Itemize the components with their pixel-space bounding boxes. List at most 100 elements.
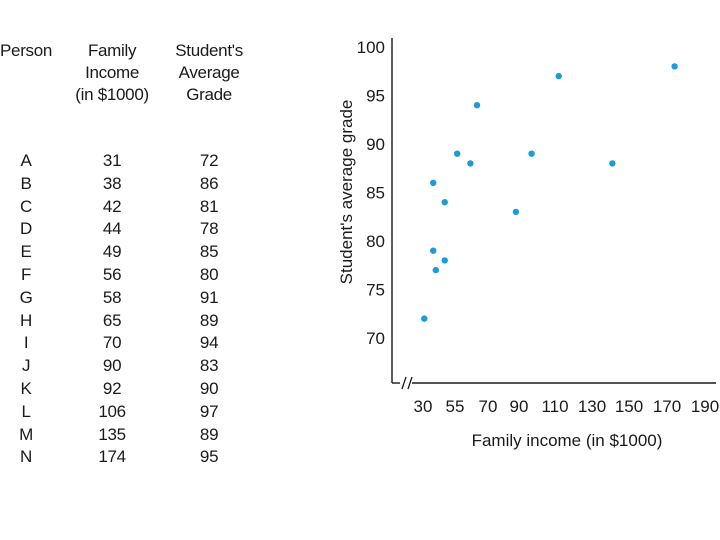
table-row: M 135 89 xyxy=(0,424,246,447)
data-point xyxy=(430,179,437,186)
y-tick-label: 90 xyxy=(366,135,385,154)
cell-person: J xyxy=(21,356,31,376)
cell-grade: 78 xyxy=(199,219,219,239)
data-table: Person Family Income (in $1000) Student'… xyxy=(0,40,246,469)
x-tick-label: 190 xyxy=(691,397,719,416)
cell-person: A xyxy=(20,151,32,170)
table-row: I 70 94 xyxy=(0,332,246,355)
x-tick-label: 150 xyxy=(615,397,643,416)
cell-income: 65 xyxy=(102,310,122,330)
cell-income: 92 xyxy=(102,378,122,398)
data-point xyxy=(441,257,448,264)
cell-income: 106 xyxy=(98,401,126,421)
data-point xyxy=(430,247,437,254)
cell-income: 44 xyxy=(102,219,122,239)
y-tick-label: 70 xyxy=(366,329,385,348)
table-row: N 174 95 xyxy=(0,446,246,469)
cell-grade: 94 xyxy=(199,333,219,353)
data-point xyxy=(441,199,448,206)
cell-grade: 90 xyxy=(199,378,219,398)
cell-person: E xyxy=(20,242,32,262)
cell-person: K xyxy=(20,378,32,398)
table-row: L 106 97 xyxy=(0,401,246,424)
x-axis-label: Family income (in $1000) xyxy=(472,431,663,450)
x-tick-label: 90 xyxy=(510,397,529,416)
cell-grade: 81 xyxy=(199,196,219,216)
table-row: J 90 83 xyxy=(0,355,246,378)
cell-income: 90 xyxy=(102,356,122,376)
cell-person: N xyxy=(20,447,33,467)
data-point xyxy=(432,266,439,274)
data-point xyxy=(467,160,474,167)
cell-income: 58 xyxy=(102,287,122,307)
data-point xyxy=(473,102,481,109)
table-row: A 31 72 xyxy=(0,150,246,173)
cell-grade: 85 xyxy=(199,242,219,262)
axis-break-mark xyxy=(401,376,407,390)
table-header-row: Person Family Income (in $1000) Student'… xyxy=(0,40,246,150)
table-body: A 31 72 B 38 86 C 42 81 D 44 78 E 49 85 F 56 80 G 58 91 H 65 89… xyxy=(0,150,246,469)
data-point xyxy=(671,63,678,70)
data-point xyxy=(454,150,461,157)
data-point xyxy=(555,72,562,80)
data-point xyxy=(512,208,520,216)
cell-grade: 97 xyxy=(199,401,219,421)
cell-person: L xyxy=(21,401,31,421)
cell-grade: 91 xyxy=(199,287,219,307)
cell-grade: 89 xyxy=(199,424,219,444)
y-tick-label: 80 xyxy=(366,232,385,251)
data-point xyxy=(609,160,616,167)
cell-income: 56 xyxy=(102,264,122,284)
cell-income: 31 xyxy=(102,151,122,170)
cell-income: 135 xyxy=(98,424,126,444)
y-tick-label: 95 xyxy=(366,87,385,106)
table-row: H 65 89 xyxy=(0,310,246,333)
header-average-grade: Student's Average Grade xyxy=(175,41,243,104)
table-row: K 92 90 xyxy=(0,378,246,401)
cell-income: 49 xyxy=(102,242,122,262)
cell-person: H xyxy=(20,310,33,330)
x-tick-label: 55 xyxy=(446,397,465,416)
cell-income: 174 xyxy=(98,447,126,467)
cell-person: M xyxy=(19,424,33,444)
table-row: G 58 91 xyxy=(0,287,246,310)
cell-grade: 80 xyxy=(199,264,219,284)
table-row: F 56 80 xyxy=(0,264,246,287)
cell-grade: 86 xyxy=(199,173,219,193)
cell-person: D xyxy=(20,219,33,239)
cell-grade: 72 xyxy=(199,151,219,170)
cell-grade: 83 xyxy=(199,356,219,376)
chart-axes xyxy=(391,38,716,390)
y-tick-label: 85 xyxy=(366,184,385,203)
table-row: B 38 86 xyxy=(0,173,246,196)
chart-points xyxy=(421,63,678,322)
x-tick-label: 30 xyxy=(414,397,433,416)
y-tick-label: 75 xyxy=(366,281,385,300)
cell-person: I xyxy=(23,333,29,353)
y-tick-label: 100 xyxy=(357,38,385,57)
cell-person: F xyxy=(20,264,32,284)
x-tick-label: 70 xyxy=(479,397,498,416)
x-tick-label: 170 xyxy=(653,397,681,416)
cell-person: C xyxy=(20,196,33,216)
table-row: D 44 78 xyxy=(0,218,246,241)
data-point xyxy=(528,150,535,157)
cell-grade: 89 xyxy=(199,310,219,330)
header-family-income: Family Income (in $1000) xyxy=(75,41,149,104)
table-row: C 42 81 xyxy=(0,196,246,219)
cell-person: G xyxy=(19,287,33,307)
chart-ticks: 70 75 80 85 90 95 100 30 55 70 90 110 130 150 170 190 xyxy=(357,38,720,416)
cell-income: 70 xyxy=(102,333,122,353)
cell-income: 38 xyxy=(102,173,122,193)
cell-grade: 95 xyxy=(199,447,219,467)
cell-person: B xyxy=(20,173,32,193)
x-tick-label: 110 xyxy=(541,397,568,416)
table-row: E 49 85 xyxy=(0,241,246,264)
header-person: Person xyxy=(0,41,53,60)
cell-income: 42 xyxy=(102,196,122,216)
data-point xyxy=(421,315,428,322)
axis-break-mark xyxy=(407,376,413,390)
y-axis-label: Student's average grade xyxy=(337,100,356,285)
x-tick-label: 130 xyxy=(578,397,606,416)
